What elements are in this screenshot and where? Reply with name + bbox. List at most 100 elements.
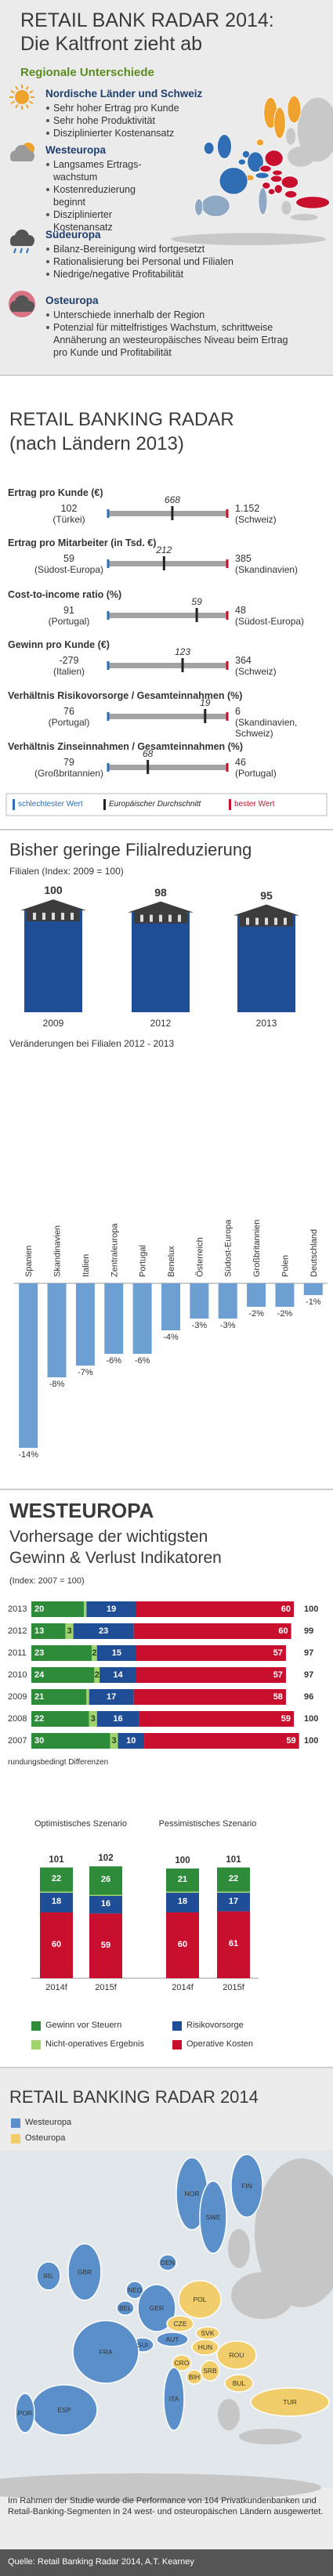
- total-label: 102: [98, 1854, 114, 1864]
- bar-segment: [31, 1711, 89, 1727]
- bullet-point: Sehr hohe Produktivität: [45, 114, 183, 127]
- worst-mark: [107, 611, 110, 620]
- bar-segment: [40, 1892, 73, 1912]
- bar-segment: [65, 1623, 74, 1639]
- best-mark: [226, 509, 229, 518]
- bar-segment: [96, 1711, 139, 1727]
- worst-value: 59: [63, 553, 74, 564]
- metric-label: Verhältnis Risikovorsorge / Gesamteinnah…: [8, 690, 243, 701]
- bar: [104, 1283, 124, 1354]
- range-bar: [108, 714, 227, 719]
- country: [191, 2339, 219, 2356]
- average-mark: [147, 760, 150, 774]
- pillar: [71, 913, 74, 920]
- value-label: 3: [90, 1714, 96, 1724]
- best-value: 6: [235, 706, 241, 717]
- value-label: 30: [34, 1736, 45, 1746]
- value-label: 57: [273, 1648, 283, 1658]
- value-label: 24: [34, 1670, 45, 1680]
- total-label: 97: [304, 1670, 314, 1680]
- land: [231, 2272, 294, 2319]
- value-label: 17: [228, 1896, 239, 1906]
- legend-label: Risikovorsorge: [186, 2021, 244, 2030]
- bar-segment: [144, 1733, 299, 1749]
- y-tick-label: 2007: [8, 1736, 27, 1746]
- x-tick-label: 2013: [255, 1018, 277, 1029]
- legend-label: Nicht-operatives Ergebnis: [45, 2039, 144, 2049]
- country: [36, 2261, 61, 2291]
- weather-icon: [9, 291, 35, 317]
- bullet-point: Bilanz-Bereinigung wird fortgesetzt: [45, 243, 304, 255]
- cloud: [10, 306, 34, 312]
- roof: [20, 899, 86, 910]
- value-label: 2: [92, 1648, 97, 1658]
- land: [286, 128, 296, 145]
- average-mark: [162, 556, 165, 570]
- country-label: ROU: [230, 2351, 244, 2359]
- pillar: [52, 913, 55, 920]
- value-label: -2%: [277, 1309, 293, 1319]
- country: [219, 167, 248, 195]
- pillar: [42, 913, 45, 920]
- x-tick-label: 2014f: [172, 1983, 194, 1992]
- country: [216, 134, 232, 159]
- bar-segment: [31, 1689, 87, 1705]
- country-label: NOR: [185, 2190, 200, 2198]
- bar-segment: [89, 1894, 122, 1896]
- worst-value: 91: [63, 605, 74, 616]
- bar: [275, 1283, 295, 1307]
- bullet-point: Potenzial für mittelfristiges Wachstum, …: [45, 321, 304, 359]
- value-label: 60: [51, 1940, 62, 1949]
- country: [273, 107, 286, 139]
- value-label: 21: [177, 1874, 188, 1884]
- country-label: NED: [128, 2286, 142, 2294]
- best-mark: [226, 712, 229, 721]
- bar-segment: [96, 1645, 136, 1661]
- section-title: WESTEUROPA: [9, 1499, 154, 1522]
- region-map: [171, 96, 333, 245]
- bar: [190, 1283, 209, 1319]
- worst-value: 76: [63, 706, 74, 717]
- average-value: 212: [156, 545, 172, 555]
- country-label: GBR: [78, 2268, 92, 2276]
- x-tick-label: 2015f: [95, 1983, 117, 1992]
- country: [255, 139, 265, 147]
- average-value: 123: [175, 646, 191, 657]
- country: [72, 2320, 139, 2384]
- value-label: 15: [111, 1648, 121, 1658]
- bar-segment: [166, 1892, 199, 1912]
- pillar: [178, 914, 181, 922]
- country-label: ESP: [57, 2406, 71, 2414]
- value-label: 59: [281, 1714, 291, 1724]
- section-title: RETAIL BANKING RADAR: [9, 409, 234, 430]
- region-name: Südeuropa: [45, 229, 101, 241]
- land: [0, 2473, 321, 2502]
- rain: [13, 248, 16, 254]
- value-label: 23: [99, 1626, 109, 1636]
- weather-icon: [10, 143, 34, 161]
- land: [255, 2158, 333, 2307]
- country: [224, 2374, 254, 2393]
- legend-swatch: [103, 799, 106, 810]
- country: [156, 2332, 189, 2347]
- bar: [218, 1283, 237, 1319]
- country-label: CZE: [174, 2320, 187, 2328]
- value-label: -3%: [219, 1321, 236, 1330]
- bar: [132, 1283, 152, 1354]
- worst-value: 102: [60, 503, 78, 514]
- best-mark: [226, 763, 229, 772]
- bar-segment: [166, 1891, 199, 1893]
- bullet-point: Langsames Ertrags­wachstum: [45, 158, 151, 183]
- land: [239, 2429, 302, 2444]
- range-bar: [108, 765, 227, 770]
- pillar: [61, 913, 64, 920]
- bar: [47, 1283, 67, 1377]
- country: [172, 2354, 192, 2372]
- y-tick-label: 2012: [8, 1626, 27, 1636]
- total-label: 99: [304, 1626, 314, 1636]
- cloud: [10, 240, 34, 246]
- bar-segment: [100, 1667, 136, 1683]
- value-label: 20: [34, 1605, 45, 1614]
